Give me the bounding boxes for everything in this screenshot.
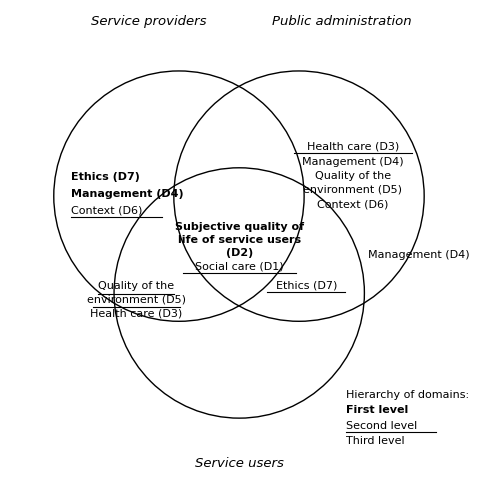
Text: Health care (D3): Health care (D3) — [307, 142, 399, 151]
Text: environment (D5): environment (D5) — [87, 295, 186, 305]
Text: life of service users: life of service users — [178, 235, 301, 245]
Text: (D2): (D2) — [226, 248, 253, 258]
Text: Ethics (D7): Ethics (D7) — [71, 172, 140, 182]
Text: Health care (D3): Health care (D3) — [90, 308, 182, 318]
Text: environment (D5): environment (D5) — [304, 185, 402, 195]
Text: Service users: Service users — [195, 457, 284, 470]
Text: Context (D6): Context (D6) — [317, 199, 388, 209]
Text: Service providers: Service providers — [91, 15, 206, 28]
Text: Quality of the: Quality of the — [98, 281, 174, 291]
Text: Management (D4): Management (D4) — [71, 189, 184, 199]
Text: Quality of the: Quality of the — [315, 171, 391, 181]
Text: Social care (D1): Social care (D1) — [195, 262, 284, 271]
Text: Subjective quality of: Subjective quality of — [174, 222, 304, 232]
Text: First level: First level — [346, 405, 408, 415]
Text: Second level: Second level — [346, 421, 417, 431]
Text: Hierarchy of domains:: Hierarchy of domains: — [346, 389, 469, 400]
Text: Management (D4): Management (D4) — [368, 250, 470, 260]
Text: Ethics (D7): Ethics (D7) — [276, 281, 337, 291]
Text: Third level: Third level — [346, 436, 404, 446]
Text: Management (D4): Management (D4) — [302, 157, 404, 167]
Text: Context (D6): Context (D6) — [71, 205, 142, 215]
Text: Public administration: Public administration — [272, 15, 411, 28]
